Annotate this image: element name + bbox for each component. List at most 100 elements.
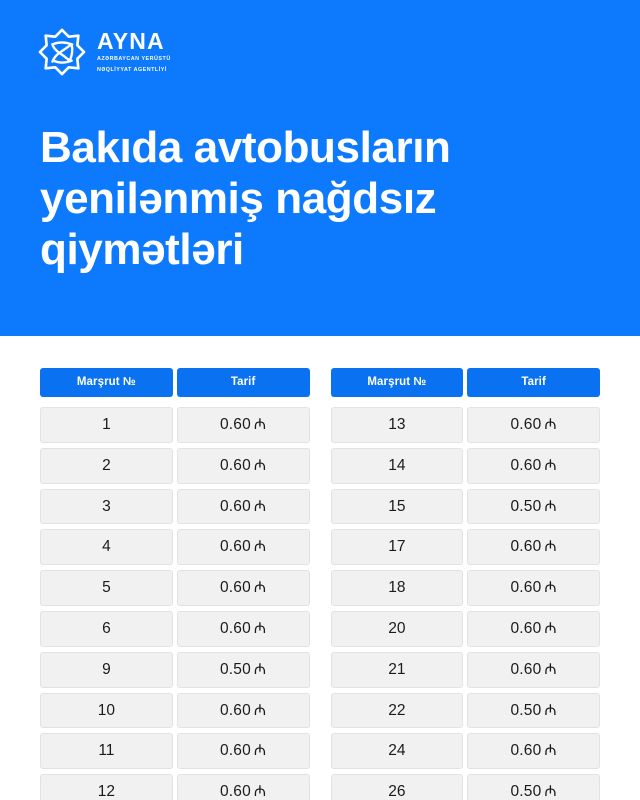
table-row: 2 0.60 ₼: [40, 447, 310, 484]
cell-fare: 0.50 ₼: [467, 774, 600, 800]
cell-fare: 0.60 ₼: [467, 570, 600, 606]
table-row: 24 0.60 ₼: [330, 733, 600, 770]
cell-route-number: 1: [40, 407, 173, 443]
table-row: 15 0.50 ₼: [330, 488, 600, 525]
brand-name: AYNA: [97, 28, 165, 55]
cell-route-number: 4: [40, 529, 173, 566]
cell-fare: 0.50 ₼: [176, 651, 310, 688]
fare-tables-container: Marşrut № Tarif 1 0.60 ₼ 2 0.60 ₼ 3 0.60 ₼ 4 0.60 ₼…: [0, 368, 640, 800]
cell-fare: 0.60 ₼: [176, 610, 310, 647]
table-row: 3 0.60 ₼: [40, 488, 310, 525]
hero-banner: AYNA AZƏRBAYCAN YERÜSTÜ NƏQLİYYAT AGENTL…: [0, 0, 640, 336]
fare-table-left: Marşrut № Tarif 1 0.60 ₼ 2 0.60 ₼ 3 0.60 ₼ 4 0.60 ₼…: [40, 368, 310, 800]
column-header-route: Marşrut №: [330, 368, 464, 397]
cell-fare: 0.60 ₼: [467, 733, 600, 770]
cell-route-number: 14: [330, 447, 464, 484]
manat-currency-icon: ₼: [253, 619, 267, 637]
cell-route-number: 21: [330, 651, 464, 688]
page-title: Bakıda avtobusların yenilənmiş nağdsız q…: [40, 123, 451, 275]
cell-route-number: 24: [330, 733, 464, 770]
cell-fare: 0.60 ₼: [176, 447, 310, 484]
brand-lockup: AYNA AZƏRBAYCAN YERÜSTÜ NƏQLİYYAT AGENTL…: [38, 28, 171, 76]
cell-fare: 0.50 ₼: [467, 692, 600, 729]
table-row: 11 0.60 ₼: [40, 733, 310, 770]
table-row: 22 0.50 ₼: [330, 692, 600, 729]
cell-fare: 0.60 ₼: [467, 610, 600, 647]
table-row: 14 0.60 ₼: [330, 447, 600, 484]
cell-route-number: 10: [40, 692, 173, 729]
table-row: 18 0.60 ₼: [330, 570, 600, 606]
cell-fare: 0.60 ₼: [176, 488, 310, 525]
cell-route-number: 6: [40, 610, 173, 647]
table-header-row: Marşrut № Tarif: [40, 368, 310, 397]
manat-currency-icon: ₼: [544, 619, 557, 637]
table-row: 9 0.50 ₼: [40, 651, 310, 688]
manat-currency-icon: ₼: [253, 497, 267, 515]
fare-table-right: Marşrut № Tarif 13 0.60 ₼ 14 0.60 ₼ 15 0.50 ₼ 17 0…: [330, 368, 600, 800]
cell-route-number: 22: [330, 692, 464, 729]
table-row: 13 0.60 ₼: [330, 407, 600, 443]
manat-currency-icon: ₼: [544, 701, 557, 719]
manat-currency-icon: ₼: [544, 538, 557, 556]
table-row: 1 0.60 ₼: [40, 407, 310, 443]
manat-currency-icon: ₼: [253, 701, 267, 719]
cell-route-number: 15: [330, 488, 464, 525]
column-header-route: Marşrut №: [40, 368, 173, 397]
cell-fare: 0.60 ₼: [467, 447, 600, 484]
table-row: 12 0.60 ₼: [40, 774, 310, 800]
cell-fare: 0.60 ₼: [467, 407, 600, 443]
manat-currency-icon: ₼: [544, 579, 557, 597]
cell-route-number: 17: [330, 529, 464, 566]
cell-route-number: 18: [330, 570, 464, 606]
table-row: 5 0.60 ₼: [40, 570, 310, 606]
table-row: 17 0.60 ₼: [330, 529, 600, 566]
table-body: 1 0.60 ₼ 2 0.60 ₼ 3 0.60 ₼ 4 0.60 ₼ 5 0.60 ₼ 6 0.60 ₼ 9 0.5…: [40, 407, 310, 800]
manat-currency-icon: ₼: [544, 497, 557, 515]
manat-currency-icon: ₼: [544, 660, 557, 678]
manat-currency-icon: ₼: [253, 456, 267, 474]
column-header-fare: Tarif: [176, 368, 310, 397]
table-row: 4 0.60 ₼: [40, 529, 310, 566]
cell-fare: 0.60 ₼: [467, 651, 600, 688]
brand-subtitle-line-1: AZƏRBAYCAN YERÜSTÜ: [97, 56, 171, 63]
cell-route-number: 2: [40, 447, 173, 484]
manat-currency-icon: ₼: [544, 456, 557, 474]
cell-fare: 0.60 ₼: [176, 407, 310, 443]
manat-currency-icon: ₼: [253, 783, 267, 800]
table-row: 10 0.60 ₼: [40, 692, 310, 729]
manat-currency-icon: ₼: [253, 538, 267, 556]
brand-text-block: AYNA AZƏRBAYCAN YERÜSTÜ NƏQLİYYAT AGENTL…: [97, 30, 171, 74]
manat-currency-icon: ₼: [253, 416, 267, 433]
cell-route-number: 5: [40, 570, 173, 606]
cell-fare: 0.60 ₼: [467, 529, 600, 566]
manat-currency-icon: ₼: [253, 660, 267, 678]
table-row: 6 0.60 ₼: [40, 610, 310, 647]
table-row: 26 0.50 ₼: [330, 774, 600, 800]
cell-route-number: 9: [40, 651, 173, 688]
ayna-star-rosette-logo-icon: [38, 28, 86, 76]
brand-subtitle-line-2: NƏQLİYYAT AGENTLİYİ: [97, 66, 167, 73]
table-row: 20 0.60 ₼: [330, 610, 600, 647]
cell-fare: 0.60 ₼: [176, 529, 310, 566]
cell-route-number: 13: [330, 407, 464, 443]
cell-fare: 0.60 ₼: [176, 774, 310, 800]
cell-route-number: 26: [330, 774, 464, 800]
cell-fare: 0.60 ₼: [176, 733, 310, 770]
table-row: 21 0.60 ₼: [330, 651, 600, 688]
cell-route-number: 20: [330, 610, 464, 647]
cell-fare: 0.60 ₼: [176, 692, 310, 729]
manat-currency-icon: ₼: [544, 416, 557, 433]
table-header-row: Marşrut № Tarif: [330, 368, 600, 397]
manat-currency-icon: ₼: [253, 579, 267, 597]
table-body: 13 0.60 ₼ 14 0.60 ₼ 15 0.50 ₼ 17 0.60 ₼ 18 0.60 ₼ 20 0.6…: [330, 407, 600, 800]
manat-currency-icon: ₼: [253, 742, 267, 760]
cell-fare: 0.60 ₼: [176, 570, 310, 606]
manat-currency-icon: ₼: [544, 742, 557, 760]
cell-route-number: 11: [40, 733, 173, 770]
cell-route-number: 12: [40, 774, 173, 800]
manat-currency-icon: ₼: [544, 783, 557, 800]
column-header-fare: Tarif: [467, 368, 600, 397]
cell-route-number: 3: [40, 488, 173, 525]
cell-fare: 0.50 ₼: [467, 488, 600, 525]
